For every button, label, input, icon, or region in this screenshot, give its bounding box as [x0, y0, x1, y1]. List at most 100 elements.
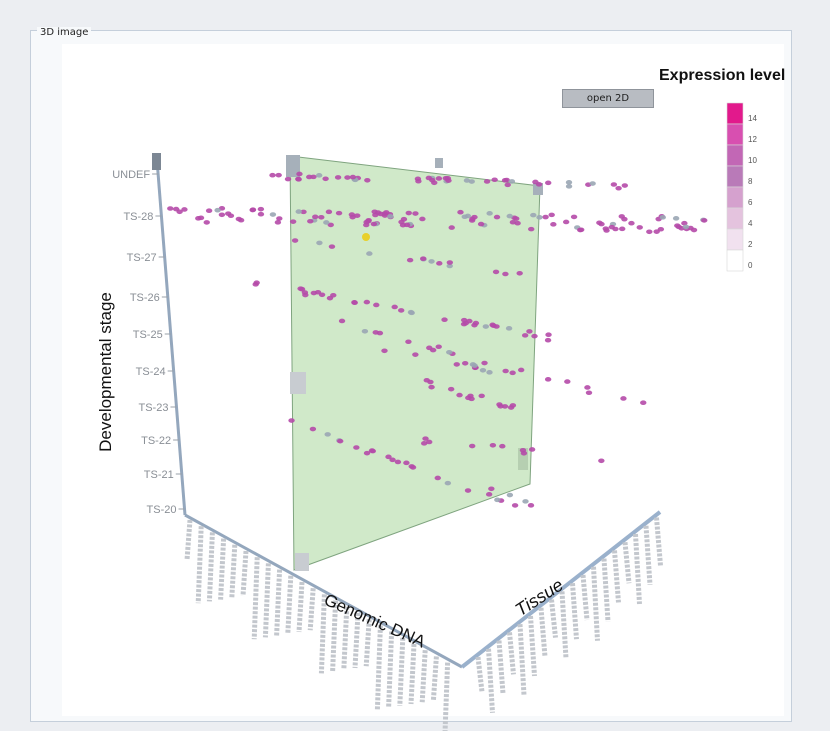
plane-handle-right[interactable] — [518, 448, 528, 470]
data-point — [288, 418, 295, 423]
data-point — [227, 213, 235, 219]
data-point — [446, 263, 453, 269]
data-point — [397, 308, 405, 313]
data-point — [324, 432, 331, 437]
data-point — [423, 377, 430, 383]
plane-handle-left[interactable] — [290, 372, 306, 394]
genomic-tick-label — [307, 588, 316, 631]
data-point — [456, 392, 463, 398]
plane-handle-top-right[interactable] — [533, 183, 543, 195]
stage-tick-label: TS-28 — [123, 211, 153, 223]
data-point — [481, 360, 488, 366]
data-point — [428, 384, 435, 390]
data-point — [425, 175, 433, 181]
tissue-tick-label — [601, 558, 611, 622]
data-point — [435, 344, 442, 350]
data-point — [330, 293, 337, 298]
data-point — [328, 244, 336, 249]
plane-handle-top-mid[interactable] — [435, 158, 443, 168]
stage-tick-label: TS-26 — [130, 292, 160, 304]
data-point — [502, 368, 509, 374]
stage-tick-label: TS-23 — [139, 402, 169, 414]
data-point — [548, 212, 555, 218]
data-point — [218, 212, 226, 218]
data-point — [517, 367, 525, 373]
data-point — [368, 448, 376, 453]
data-point — [465, 395, 472, 401]
genomic-tick-label — [229, 544, 238, 598]
data-point — [289, 219, 297, 224]
data-point — [542, 214, 549, 220]
data-point — [469, 216, 476, 222]
data-point — [444, 480, 452, 486]
data-point — [276, 216, 283, 221]
data-point — [412, 352, 419, 357]
data-point — [690, 227, 698, 233]
tissue-tick-label — [517, 624, 527, 696]
data-point — [327, 222, 334, 228]
data-point — [550, 222, 557, 227]
genomic-tick-label — [218, 538, 227, 600]
stage-axis-line — [155, 159, 187, 516]
data-point — [682, 224, 690, 230]
data-point — [307, 218, 314, 224]
data-point — [516, 270, 523, 276]
data-point — [646, 229, 653, 235]
data-point — [349, 174, 357, 180]
data-point — [291, 238, 299, 243]
tissue-tick-label — [654, 517, 663, 566]
tissue-tick-label — [591, 566, 600, 641]
data-point — [310, 290, 318, 296]
colorbar-tick-label: 2 — [748, 240, 753, 249]
stage-axis-cap — [152, 153, 161, 170]
data-point — [309, 426, 317, 432]
colorbar-segment — [726, 249, 744, 272]
data-point — [492, 269, 500, 275]
data-point — [249, 207, 256, 213]
genomic-tick-label — [408, 643, 417, 705]
data-point — [406, 257, 414, 263]
data-point — [511, 503, 519, 508]
data-point — [509, 403, 517, 408]
data-point — [381, 348, 388, 354]
plane-handle-top-left[interactable] — [286, 155, 300, 177]
data-point — [528, 226, 535, 232]
genomic-tick-label — [430, 656, 439, 701]
data-point — [491, 177, 498, 183]
data-point — [366, 251, 373, 256]
data-point — [603, 228, 610, 233]
data-point — [428, 259, 435, 264]
data-point — [545, 180, 552, 186]
stage-tick-label: TS-20 — [147, 504, 177, 516]
data-point — [469, 443, 476, 449]
colorbar-tick-label: 6 — [748, 198, 753, 207]
data-point — [520, 450, 528, 456]
data-point — [672, 216, 680, 221]
tissue-tick-label — [580, 574, 590, 621]
data-point — [376, 330, 384, 336]
genomic-axis-labels — [184, 519, 451, 731]
colorbar-tick-label: 10 — [748, 156, 757, 165]
data-point — [295, 177, 302, 182]
data-point — [504, 182, 511, 188]
open-2d-button[interactable]: open 2D — [562, 89, 654, 108]
data-point — [468, 179, 475, 184]
data-point — [364, 178, 371, 183]
data-point — [463, 178, 471, 183]
colorbar-segment — [726, 207, 744, 230]
data-point — [493, 214, 501, 220]
data-point — [482, 324, 490, 329]
colorbar-tick-label: 8 — [748, 177, 753, 186]
data-point — [457, 209, 464, 215]
tissue-tick-label — [570, 583, 579, 640]
data-point — [522, 499, 529, 504]
selected-data-point[interactable] — [362, 233, 370, 241]
data-point — [488, 486, 495, 492]
data-point — [398, 219, 405, 225]
stage-tick-label: TS-27 — [127, 252, 157, 264]
data-point — [296, 171, 303, 177]
data-point — [610, 182, 618, 187]
plane-handle-bottom[interactable] — [295, 553, 309, 571]
data-point — [509, 370, 516, 376]
